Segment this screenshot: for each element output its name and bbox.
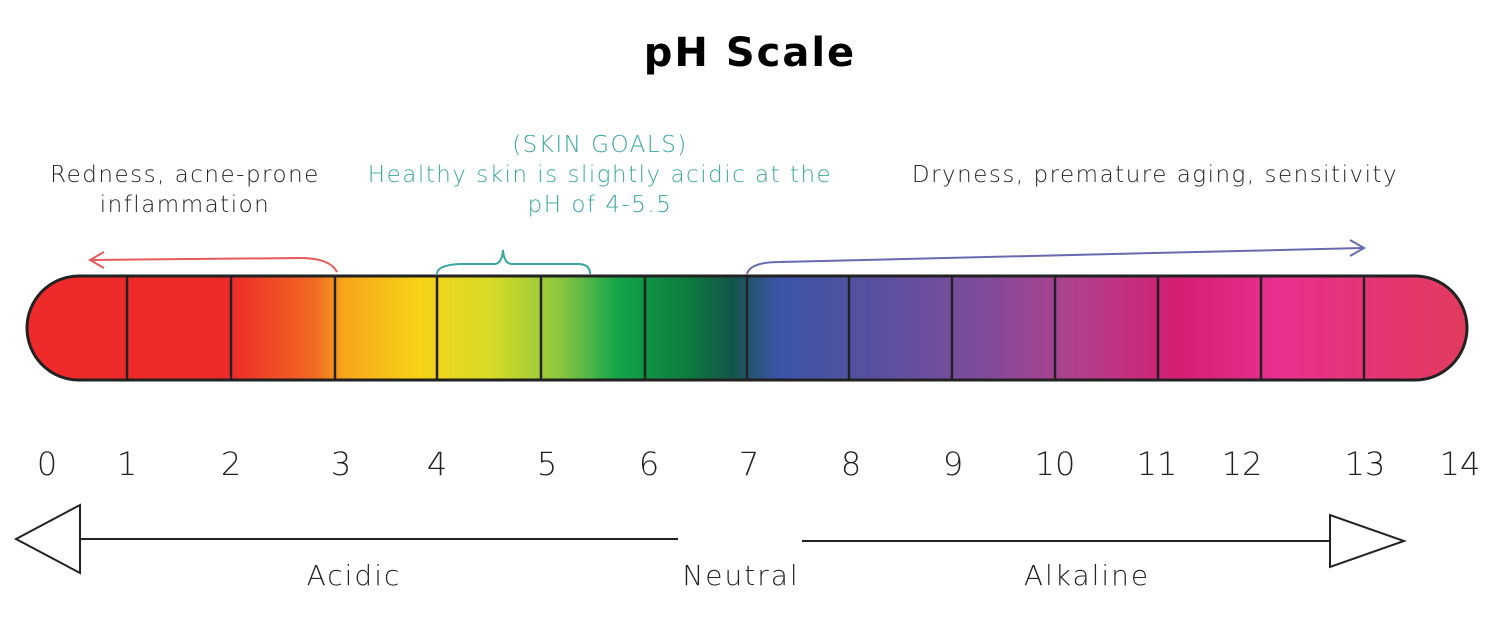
tick-label-12: 12: [1222, 445, 1263, 483]
tick-label-9: 9: [943, 445, 963, 483]
acidic-arrowhead-icon: [87, 251, 105, 269]
tick-label-8: 8: [841, 445, 861, 483]
acidic-label: Acidic: [307, 559, 402, 592]
alkaline-effects-caption: Dryness, premature aging, sensitivity: [890, 160, 1420, 190]
tick-label-3: 3: [331, 445, 351, 483]
skin-goals-heading: (SKIN GOALS): [512, 132, 688, 158]
ph-tick-labels: 0 1 2 3 4 5 6 7 8 9 10 11 12 13 14: [37, 445, 1481, 483]
acidic-range-arrow: [91, 256, 338, 273]
skin-goals-bracket: [436, 249, 591, 275]
tick-label-1: 1: [117, 445, 137, 483]
tick-label-7: 7: [739, 445, 759, 483]
acidic-direction-arrow-icon: [13, 503, 81, 575]
acidic-caption-line-2: inflammation: [99, 192, 271, 218]
skin-goals-line-1: Healthy skin is slightly acidic at the: [367, 162, 833, 188]
tick-label-0: 0: [37, 445, 57, 483]
tick-label-14: 14: [1440, 445, 1481, 483]
acidic-caption-line-1: Redness, acne-prone: [50, 162, 320, 188]
alkaline-arrowhead-icon: [1349, 239, 1367, 257]
segment-dividers: [125, 276, 1366, 380]
alkaline-caption-line-1: Dryness, premature aging, sensitivity: [911, 162, 1399, 188]
bar-outline: [25, 274, 1469, 382]
skin-goals-caption: (SKIN GOALS) Healthy skin is slightly ac…: [350, 130, 850, 220]
alkaline-direction-arrow-icon: [1329, 513, 1408, 569]
neutral-label: Neutral: [682, 559, 799, 592]
tick-label-13: 13: [1345, 445, 1386, 483]
tick-label-5: 5: [537, 445, 557, 483]
skin-goals-line-2: pH of 4-5.5: [527, 192, 673, 218]
alkaline-label: Alkaline: [1024, 559, 1150, 592]
tick-label-4: 4: [427, 445, 447, 483]
tick-label-11: 11: [1137, 445, 1178, 483]
tick-label-2: 2: [221, 445, 241, 483]
alkaline-range-arrow: [746, 247, 1363, 275]
tick-label-10: 10: [1035, 445, 1076, 483]
acidic-effects-caption: Redness, acne-prone inflammation: [30, 160, 340, 220]
tick-label-6: 6: [639, 445, 659, 483]
page-title: pH Scale: [643, 30, 857, 76]
